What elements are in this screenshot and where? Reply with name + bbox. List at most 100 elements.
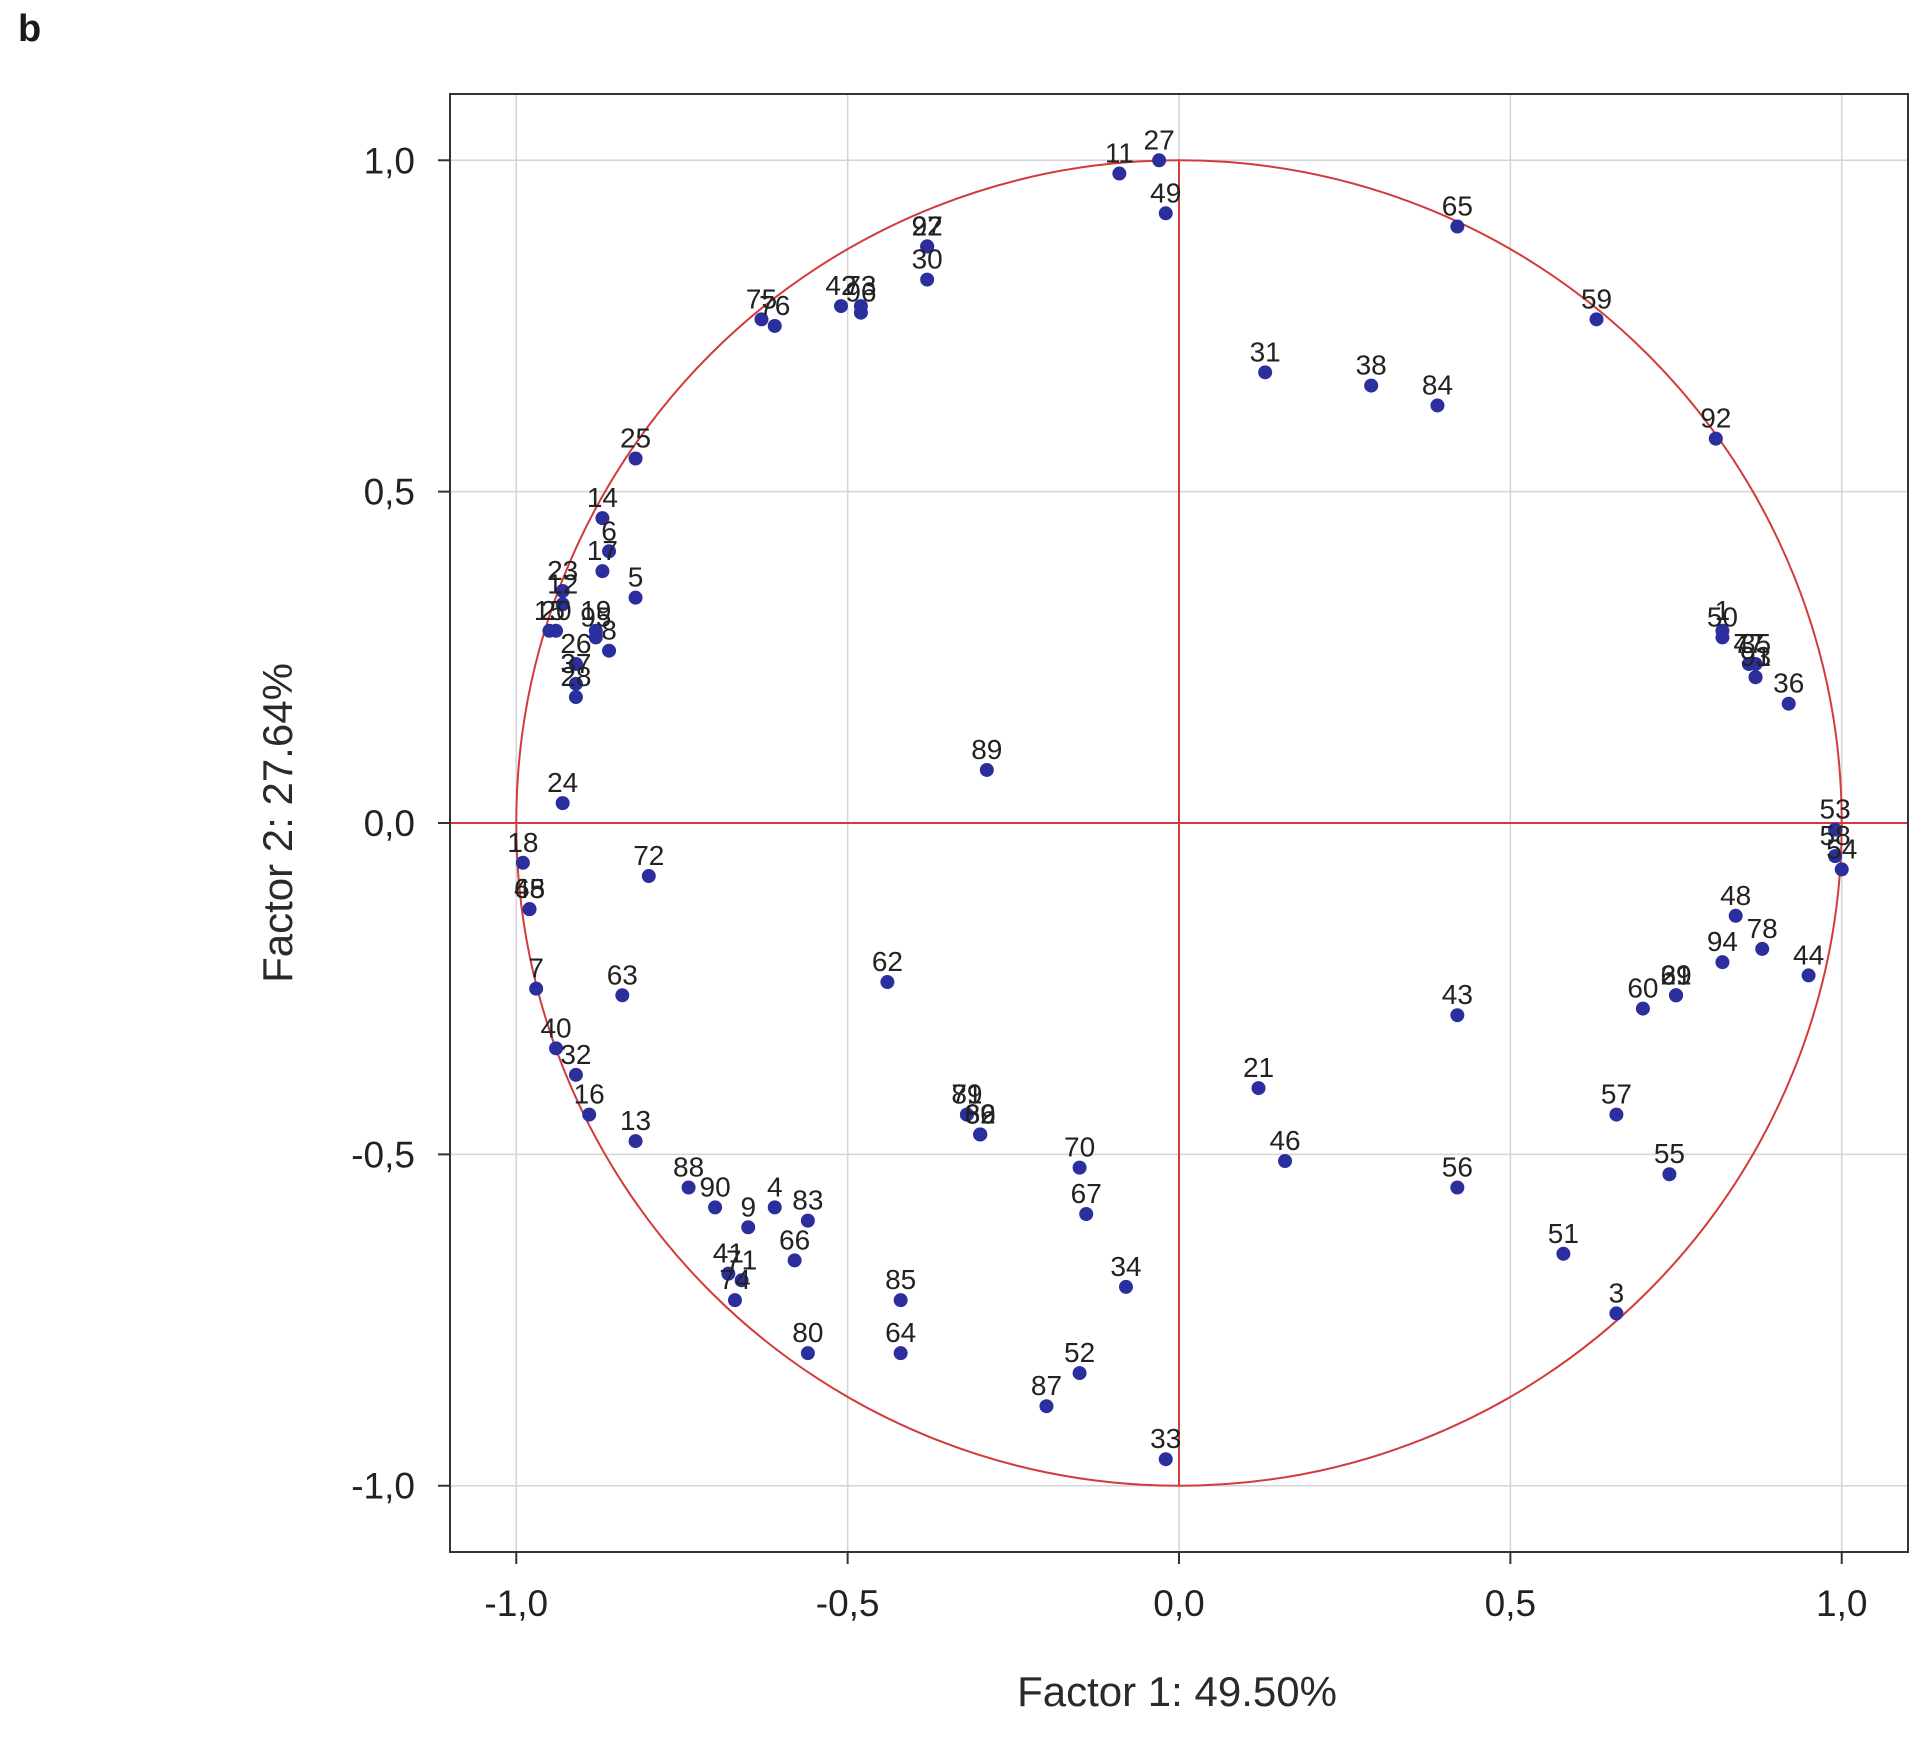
data-point-94 bbox=[1715, 955, 1730, 970]
point-label-19: 19 bbox=[580, 595, 611, 626]
point-label-13: 13 bbox=[620, 1105, 651, 1136]
data-point-9 bbox=[741, 1220, 756, 1235]
point-label-74: 74 bbox=[719, 1264, 750, 1295]
data-point-37 bbox=[568, 676, 583, 691]
point-label-47: 47 bbox=[1733, 628, 1764, 659]
point-label-88: 88 bbox=[673, 1152, 704, 1183]
y-tick-label: 0,0 bbox=[364, 803, 415, 844]
point-label-1: 1 bbox=[1715, 595, 1731, 626]
point-label-80: 80 bbox=[792, 1317, 823, 1348]
data-point-78 bbox=[1755, 941, 1770, 956]
data-point-49 bbox=[1158, 206, 1173, 221]
point-label-69: 69 bbox=[965, 1098, 996, 1129]
data-point-21 bbox=[1251, 1081, 1266, 1096]
point-label-16: 16 bbox=[574, 1079, 605, 1110]
point-label-54: 54 bbox=[1826, 833, 1857, 864]
x-tick-label: 1,0 bbox=[1816, 1583, 1867, 1624]
panel-label: b bbox=[18, 8, 42, 50]
data-point-27 bbox=[1152, 153, 1167, 168]
point-label-46: 46 bbox=[1269, 1125, 1300, 1156]
data-point-74 bbox=[727, 1293, 742, 1308]
data-point-26 bbox=[568, 656, 583, 671]
point-label-65: 65 bbox=[1442, 191, 1473, 222]
x-tick-label: -1,0 bbox=[484, 1583, 548, 1624]
data-point-77 bbox=[1741, 656, 1756, 671]
data-point-54 bbox=[1834, 862, 1849, 877]
data-point-11 bbox=[1112, 166, 1127, 181]
data-point-61 bbox=[1669, 988, 1684, 1003]
data-point-84 bbox=[1430, 398, 1445, 413]
point-label-87: 87 bbox=[1031, 1370, 1062, 1401]
point-label-45: 45 bbox=[514, 873, 545, 904]
point-label-70: 70 bbox=[1064, 1132, 1095, 1163]
point-label-59: 59 bbox=[1581, 283, 1612, 314]
data-point-48 bbox=[1728, 908, 1743, 923]
point-label-35: 35 bbox=[1740, 628, 1771, 659]
data-point-52 bbox=[1072, 1366, 1087, 1381]
point-label-58: 58 bbox=[1820, 820, 1851, 851]
data-point-62 bbox=[880, 975, 895, 990]
data-point-36 bbox=[1781, 696, 1796, 711]
point-label-28: 28 bbox=[560, 661, 591, 692]
x-tick-label: -0,5 bbox=[816, 1583, 880, 1624]
data-point-12 bbox=[555, 597, 570, 612]
point-label-67: 67 bbox=[1071, 1178, 1102, 1209]
point-label-27: 27 bbox=[1144, 124, 1175, 155]
data-point-60 bbox=[1635, 1001, 1650, 1016]
unit-circle bbox=[515, 159, 1843, 1487]
point-label-63: 63 bbox=[607, 959, 638, 990]
point-label-53: 53 bbox=[1820, 794, 1851, 825]
point-label-77: 77 bbox=[1733, 628, 1764, 659]
point-label-12: 12 bbox=[547, 568, 578, 599]
point-label-49: 49 bbox=[1150, 177, 1181, 208]
data-point-16 bbox=[582, 1107, 597, 1122]
data-point-63 bbox=[615, 988, 630, 1003]
data-point-95 bbox=[588, 630, 603, 645]
point-label-17: 17 bbox=[587, 535, 618, 566]
point-labels: 1345678911121314151617181920212223242526… bbox=[507, 124, 1857, 1454]
data-point-66 bbox=[787, 1253, 802, 1268]
point-label-30: 30 bbox=[912, 244, 943, 275]
data-point-42 bbox=[834, 299, 849, 314]
point-label-42: 42 bbox=[825, 270, 856, 301]
data-point-44 bbox=[1801, 968, 1816, 983]
point-label-25: 25 bbox=[620, 423, 651, 454]
data-point-14 bbox=[595, 511, 610, 526]
data-point-59 bbox=[1589, 312, 1604, 327]
point-label-83: 83 bbox=[792, 1185, 823, 1216]
point-label-94: 94 bbox=[1707, 926, 1738, 957]
point-label-56: 56 bbox=[1442, 1152, 1473, 1183]
data-point-83 bbox=[800, 1213, 815, 1228]
data-point-17 bbox=[595, 564, 610, 579]
point-label-51: 51 bbox=[1548, 1218, 1579, 1249]
point-label-3: 3 bbox=[1609, 1277, 1625, 1308]
point-label-90: 90 bbox=[700, 1171, 731, 1202]
data-point-51 bbox=[1556, 1246, 1571, 1261]
data-point-3 bbox=[1609, 1306, 1624, 1321]
data-point-64 bbox=[893, 1346, 908, 1361]
point-label-43: 43 bbox=[1442, 979, 1473, 1010]
data-point-40 bbox=[549, 1041, 564, 1056]
x-tick-label: 0,5 bbox=[1485, 1583, 1536, 1624]
point-label-18: 18 bbox=[507, 827, 538, 858]
data-point-34 bbox=[1118, 1279, 1133, 1294]
point-label-21: 21 bbox=[1243, 1052, 1274, 1083]
point-label-57: 57 bbox=[1601, 1079, 1632, 1110]
data-point-96 bbox=[853, 305, 868, 320]
data-point-55 bbox=[1662, 1167, 1677, 1182]
data-point-38 bbox=[1364, 378, 1379, 393]
point-label-55: 55 bbox=[1654, 1138, 1685, 1169]
point-label-82: 82 bbox=[965, 1098, 996, 1129]
point-label-36: 36 bbox=[1773, 668, 1804, 699]
data-point-93 bbox=[1748, 670, 1763, 685]
point-label-93: 93 bbox=[1740, 641, 1771, 672]
point-label-32: 32 bbox=[560, 1039, 591, 1070]
data-point-50 bbox=[1715, 630, 1730, 645]
data-point-76 bbox=[767, 318, 782, 333]
point-label-79: 79 bbox=[951, 1079, 982, 1110]
point-label-95: 95 bbox=[580, 601, 611, 632]
point-label-33: 33 bbox=[1150, 1423, 1181, 1454]
point-label-44: 44 bbox=[1793, 939, 1824, 970]
point-label-92: 92 bbox=[1700, 403, 1731, 434]
point-label-41: 41 bbox=[713, 1238, 744, 1269]
